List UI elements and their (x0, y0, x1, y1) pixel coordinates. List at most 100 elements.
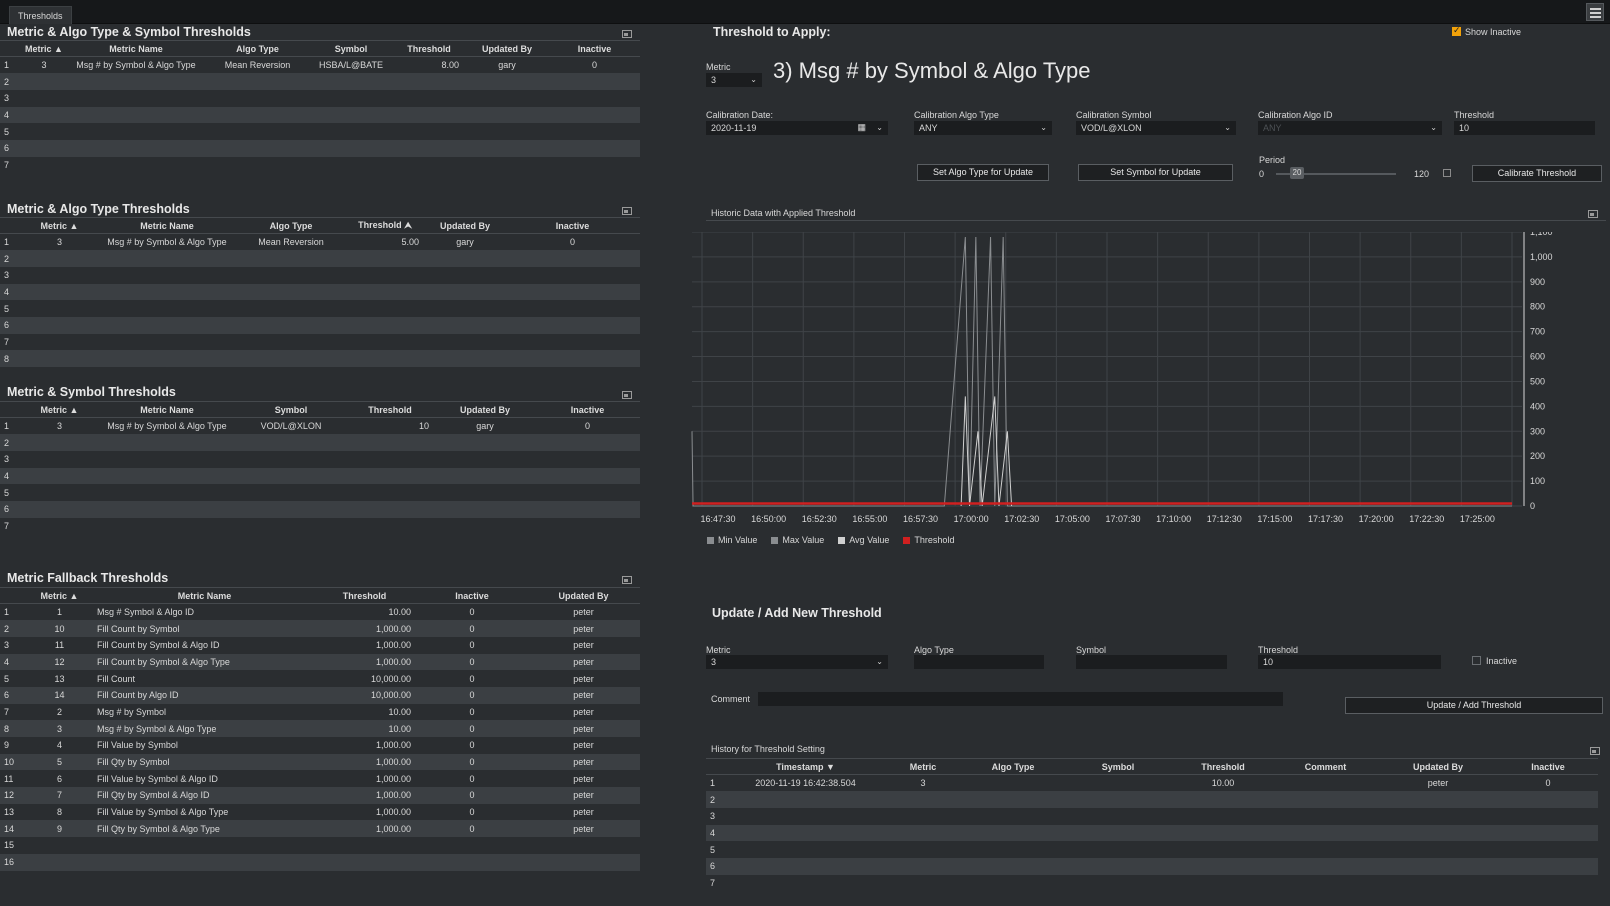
show-inactive-checkbox[interactable] (1452, 25, 1461, 36)
col-threshold[interactable]: Threshold (393, 40, 465, 57)
table-row[interactable]: 5 (0, 484, 640, 501)
col-updated-by[interactable]: Updated By (465, 40, 549, 57)
period-slider-handle[interactable]: 20 (1290, 167, 1304, 179)
table-row[interactable]: 9 4 Fill Value by Symbol 1,000.00 0 peter (0, 737, 640, 754)
col-metric-name[interactable]: Metric Name (97, 401, 237, 418)
tab-thresholds[interactable]: Thresholds (9, 6, 72, 24)
table-row[interactable]: 6 (0, 500, 640, 518)
col-symbol[interactable]: Symbol (1063, 758, 1173, 775)
table-row[interactable]: 8 3 Msg # by Symbol & Algo Type 10.00 0 peter (0, 720, 640, 737)
table-row[interactable]: 6 14 Fill Count by Algo ID 10,000.00 0 peter (0, 686, 640, 704)
table-row[interactable]: 6 (0, 139, 640, 157)
metric-select[interactable]: 3 ⌄ (706, 73, 762, 87)
update-add-threshold-button[interactable]: Update / Add Threshold (1345, 697, 1603, 714)
table-row[interactable]: 6 (0, 316, 640, 334)
col-threshold[interactable]: Threshold (312, 587, 417, 604)
col-metric[interactable]: Metric ▲ (22, 587, 97, 604)
col-updated-by[interactable]: Updated By (527, 587, 640, 604)
table-row[interactable]: 7 (706, 874, 1598, 892)
table-row[interactable]: 4 12 Fill Count by Symbol & Algo Type 1,000… (0, 653, 640, 671)
table-row[interactable]: 2 (0, 73, 640, 90)
table-row[interactable]: 14 9 Fill Qty by Symbol & Algo Type 1,000.0… (0, 820, 640, 838)
col-inactive[interactable]: Inactive (549, 40, 640, 57)
col-threshold[interactable]: Threshold ⮝ (345, 217, 425, 234)
table-row[interactable]: 3 (706, 807, 1598, 825)
table-row[interactable]: 3 11 Fill Count by Symbol & Algo ID 1,000.0… (0, 636, 640, 654)
col-timestamp[interactable]: Timestamp ▼ (728, 758, 883, 775)
col-inactive[interactable]: Inactive (417, 587, 527, 604)
table-row[interactable]: 8 (0, 350, 640, 367)
panel2-expand-icon[interactable] (622, 207, 632, 215)
col-metric-name[interactable]: Metric Name (97, 587, 312, 604)
legend-item[interactable]: Min Value (707, 535, 757, 545)
table-row[interactable]: 7 (0, 517, 640, 535)
calibration-algo-id-select[interactable]: ANY ⌄ (1258, 121, 1442, 135)
table-row[interactable]: 7 (0, 333, 640, 351)
update-metric-select[interactable]: 3 ⌄ (706, 655, 888, 669)
table-row[interactable]: 10 5 Fill Qty by Symbol 1,000.00 0 peter (0, 753, 640, 771)
panel1-expand-icon[interactable] (622, 30, 632, 38)
table-row[interactable]: 2 (706, 791, 1598, 808)
col-threshold[interactable]: Threshold (1173, 758, 1273, 775)
col-algo-type[interactable]: Algo Type (963, 758, 1063, 775)
col-updated-by[interactable]: Updated By (425, 217, 505, 234)
table-row[interactable]: 2 (0, 250, 640, 267)
legend-item[interactable]: Max Value (771, 535, 824, 545)
col-metric[interactable]: Metric ▲ (22, 401, 97, 418)
col-updated-by[interactable]: Updated By (1378, 758, 1498, 775)
table-row[interactable]: 1 3 Msg # by Symbol & Algo Type Mean Revers… (0, 56, 640, 74)
update-inactive-checkbox[interactable] (1472, 656, 1481, 665)
col-threshold[interactable]: Threshold (345, 401, 435, 418)
table-row[interactable]: 3 (0, 89, 640, 107)
threshold-input[interactable]: 10 (1454, 121, 1595, 135)
period-toggle-icon[interactable] (1443, 169, 1451, 177)
table-row[interactable]: 4 (0, 283, 640, 301)
col-metric-name[interactable]: Metric Name (66, 40, 206, 57)
table-row[interactable]: 4 (0, 106, 640, 124)
col-inactive[interactable]: Inactive (535, 401, 640, 418)
hamburger-menu-icon[interactable] (1586, 3, 1604, 21)
table-row[interactable]: 2 (0, 434, 640, 451)
calibration-algo-type-select[interactable]: ANY ⌄ (914, 121, 1052, 135)
table-row[interactable]: 5 (0, 123, 640, 140)
table-row[interactable]: 7 (0, 156, 640, 174)
update-symbol-input[interactable] (1076, 655, 1227, 669)
col-updated-by[interactable]: Updated By (435, 401, 535, 418)
set-symbol-button[interactable]: Set Symbol for Update (1078, 164, 1233, 181)
comment-input[interactable] (758, 692, 1283, 706)
table-row[interactable]: 13 8 Fill Value by Symbol & Algo Type 1,000… (0, 803, 640, 821)
table-row[interactable]: 3 (0, 266, 640, 284)
col-metric[interactable]: Metric (883, 758, 963, 775)
col-symbol[interactable]: Symbol (237, 401, 345, 418)
col-metric-name[interactable]: Metric Name (97, 217, 237, 234)
calibration-symbol-select[interactable]: VOD/L@XLON ⌄ (1076, 121, 1236, 135)
table-row[interactable]: 2 10 Fill Count by Symbol 1,000.00 0 peter (0, 620, 640, 637)
table-row[interactable]: 16 (0, 853, 640, 871)
panel3-expand-icon[interactable] (622, 391, 632, 399)
table-row[interactable]: 6 (706, 857, 1598, 875)
set-algo-type-button[interactable]: Set Algo Type for Update (917, 164, 1049, 181)
col-inactive[interactable]: Inactive (1498, 758, 1598, 775)
chart-expand-icon[interactable] (1588, 210, 1598, 218)
panel4-expand-icon[interactable] (622, 576, 632, 584)
legend-item[interactable]: Avg Value (838, 535, 889, 545)
table-row[interactable]: 1 1 Msg # Symbol & Algo ID 10.00 0 peter (0, 603, 640, 621)
col-metric[interactable]: Metric ▲ (22, 40, 66, 57)
update-algo-type-input[interactable] (914, 655, 1044, 669)
table-row[interactable]: 5 13 Fill Count 10,000.00 0 peter (0, 670, 640, 687)
table-row[interactable]: 4 (0, 467, 640, 485)
table-row[interactable]: 5 (706, 841, 1598, 858)
calibrate-threshold-button[interactable]: Calibrate Threshold (1472, 165, 1602, 182)
col-algo-type[interactable]: Algo Type (206, 40, 309, 57)
table-row[interactable]: 1 3 Msg # by Symbol & Algo Type Mean Revers… (0, 233, 640, 251)
col-comment[interactable]: Comment (1273, 758, 1378, 775)
table-row[interactable]: 7 2 Msg # by Symbol 10.00 0 peter (0, 703, 640, 721)
col-metric[interactable]: Metric ▲ (22, 217, 97, 234)
table-row[interactable]: 3 (0, 450, 640, 468)
col-algo-type[interactable]: Algo Type (237, 217, 345, 234)
update-threshold-input[interactable]: 10 (1258, 655, 1441, 669)
table-row[interactable]: 5 (0, 300, 640, 317)
history-expand-icon[interactable] (1590, 747, 1600, 755)
table-row[interactable]: 15 (0, 837, 640, 854)
table-row[interactable]: 12 7 Fill Qty by Symbol & Algo ID 1,000.00 0… (0, 787, 640, 804)
